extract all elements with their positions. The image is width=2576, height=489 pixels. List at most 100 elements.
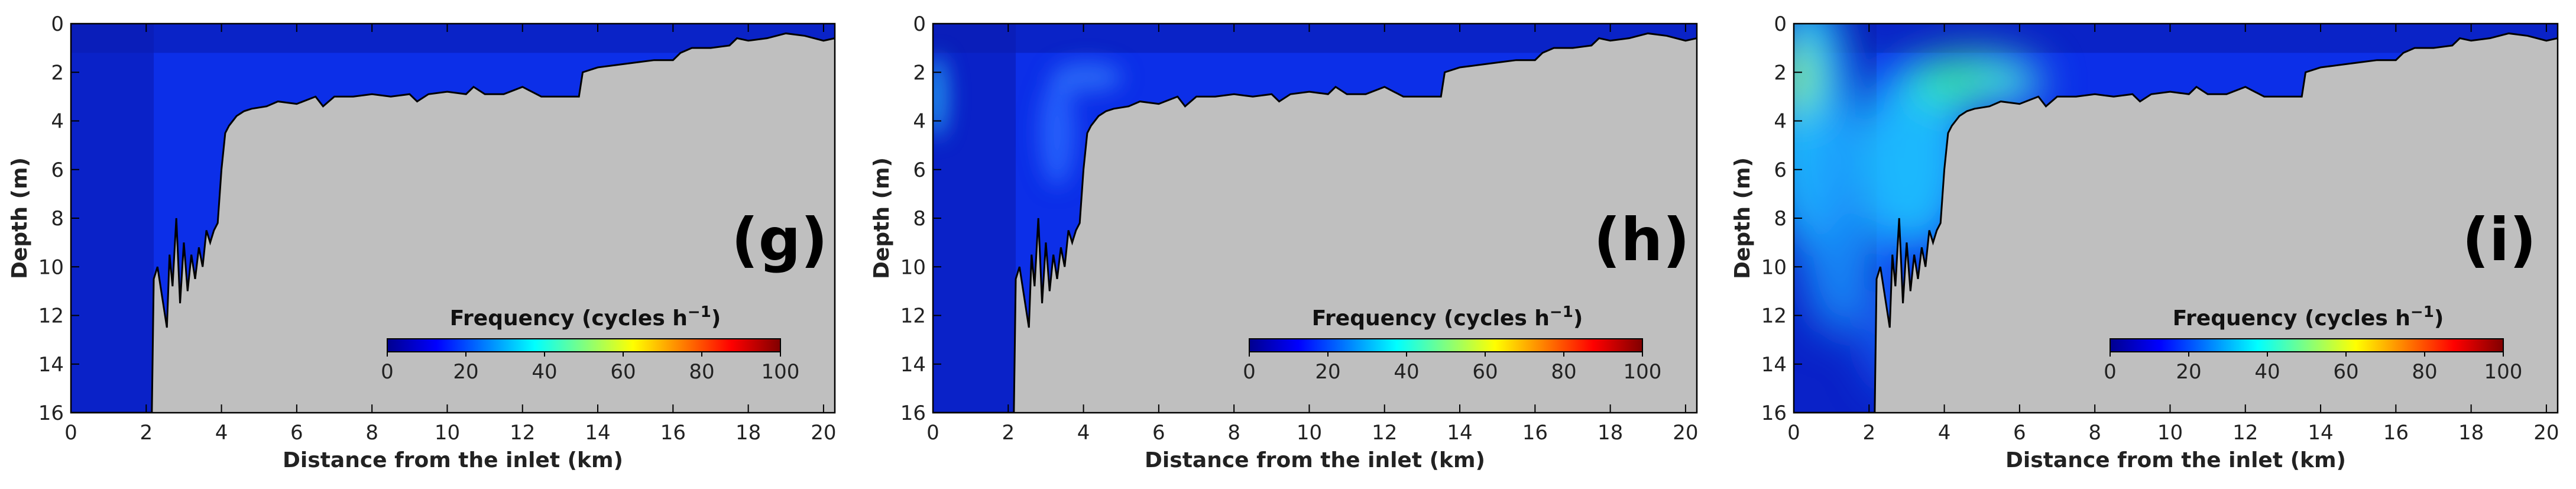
colorbar-ticks: 0 20 40 60 80 100 [381,352,799,384]
panel-i: 0 2 4 6 8 10 12 14 16 0 2 4 6 8 10 12 14 16 18 20 Depth (m… [1731,12,2559,472]
colorbar: Frequency (cycles h−1) 0 20 40 60 80 100 [2104,303,2522,384]
y-tick-label: 14 [900,353,926,377]
colorbar-tick-label: 60 [2333,360,2358,384]
colorbar-ticks: 0 20 40 60 80 100 [2104,352,2522,384]
x-axis-label: Distance from the inlet (km) [1145,448,1485,472]
colorbar-tick-label: 0 [2104,360,2117,384]
y-tick-label: 4 [1774,110,1787,134]
y-tick-label: 0 [1774,12,1787,36]
y-tick-label: 14 [38,353,64,377]
colorbar-tick-label: 80 [1551,360,1576,384]
y-tick-label: 4 [913,110,926,134]
y-tick-label: 10 [900,255,926,279]
x-tick-label: 12 [1372,421,1397,445]
x-axis: 0 2 4 6 8 10 12 14 16 18 20 [1787,24,2559,445]
x-axis: 0 2 4 6 8 10 12 14 16 18 20 [926,24,1699,445]
y-tick-label: 12 [38,305,64,328]
colorbar-tick-label: 0 [381,360,394,384]
x-axis: 0 2 4 6 8 10 12 14 16 18 20 [64,24,837,445]
bathymetry-land [933,32,1697,413]
x-axis-label: Distance from the inlet (km) [283,448,623,472]
x-tick-label: 4 [215,421,228,445]
y-tick-label: 2 [51,61,64,85]
y-tick-label: 6 [1774,158,1787,182]
y-tick-label: 2 [913,61,926,85]
x-tick-label: 20 [811,421,836,445]
colorbar-title: Frequency (cycles h−1) [2173,303,2444,331]
colorbar-title: Frequency (cycles h−1) [450,303,721,331]
y-tick-label: 10 [1761,255,1787,279]
colorbar-tick-label: 100 [2484,360,2523,384]
y-tick-label: 16 [900,401,926,425]
y-tick-label: 2 [1774,61,1787,85]
y-tick-label: 14 [1761,353,1787,377]
colorbar-tick-label: 20 [453,360,478,384]
panel-label: (i) [2462,205,2536,274]
y-axis: 0 2 4 6 8 10 12 14 16 [1761,12,1802,425]
x-tick-label: 16 [2383,421,2409,445]
y-tick-label: 12 [1761,305,1787,328]
y-axis-label: Depth (m) [1731,157,1755,279]
x-tick-label: 2 [1862,421,1875,445]
y-tick-label: 12 [900,305,926,328]
x-tick-label: 12 [2232,421,2258,445]
x-tick-label: 14 [585,421,610,445]
x-tick-label: 18 [1598,421,1623,445]
colorbar-tick-label: 60 [1472,360,1498,384]
x-tick-label: 20 [1673,421,1698,445]
y-axis-label: Depth (m) [8,157,32,279]
x-tick-label: 12 [510,421,535,445]
channel-shade [71,24,154,413]
x-tick-label: 8 [365,421,378,445]
x-tick-label: 6 [1152,421,1165,445]
x-tick-label: 8 [1227,421,1240,445]
panel-label: (h) [1593,205,1690,274]
colorbar: Frequency (cycles h−1) 0 20 40 60 80 100 [1243,303,1661,384]
y-tick-label: 16 [38,401,64,425]
x-tick-label: 6 [2013,421,2026,445]
y-tick-label: 10 [38,255,64,279]
colorbar-tick-label: 80 [2412,360,2437,384]
panel-h: 0 2 4 6 8 10 12 14 16 0 2 4 6 8 10 12 14 16 18 20 Depth (m… [870,12,1699,472]
colorbar-tick-label: 100 [762,360,800,384]
panel-label: (g) [731,205,828,274]
colorbar-tick-label: 40 [1394,360,1419,384]
x-tick-label: 16 [660,421,686,445]
colorbar-tick-label: 40 [532,360,557,384]
colorbar-tick-label: 80 [689,360,714,384]
colorbar-gradient [2110,338,2504,352]
x-tick-label: 4 [1077,421,1090,445]
frequency-blobs [933,55,1123,187]
x-tick-label: 4 [1938,421,1951,445]
y-tick-label: 8 [51,207,64,231]
y-axis: 0 2 4 6 8 10 12 14 16 [900,12,941,425]
x-tick-label: 10 [1297,421,1322,445]
x-tick-label: 20 [2533,421,2559,445]
colorbar-title: Frequency (cycles h−1) [1312,303,1583,331]
colorbar-tick-label: 0 [1243,360,1256,384]
x-tick-label: 2 [140,421,153,445]
y-tick-label: 6 [913,158,926,182]
colorbar-tick-label: 100 [1624,360,1662,384]
x-axis-label: Distance from the inlet (km) [2005,448,2346,472]
colorbar: Frequency (cycles h−1) 0 20 40 60 80 100 [381,303,799,384]
y-tick-label: 0 [51,12,64,36]
y-tick-label: 0 [913,12,926,36]
x-tick-label: 16 [1522,421,1548,445]
x-tick-label: 6 [290,421,303,445]
x-tick-label: 8 [2088,421,2101,445]
colorbar-tick-label: 60 [610,360,636,384]
y-tick-label: 6 [51,158,64,182]
x-tick-label: 14 [2308,421,2333,445]
x-tick-label: 10 [435,421,460,445]
y-tick-label: 4 [51,110,64,134]
y-axis: 0 2 4 6 8 10 12 14 16 [38,12,79,425]
x-tick-label: 10 [2157,421,2183,445]
y-tick-label: 8 [913,207,926,231]
colorbar-gradient [387,338,781,352]
colorbar-gradient [1249,338,1643,352]
x-tick-label: 2 [1002,421,1015,445]
x-tick-label: 0 [64,421,77,445]
y-axis-label: Depth (m) [870,157,894,279]
